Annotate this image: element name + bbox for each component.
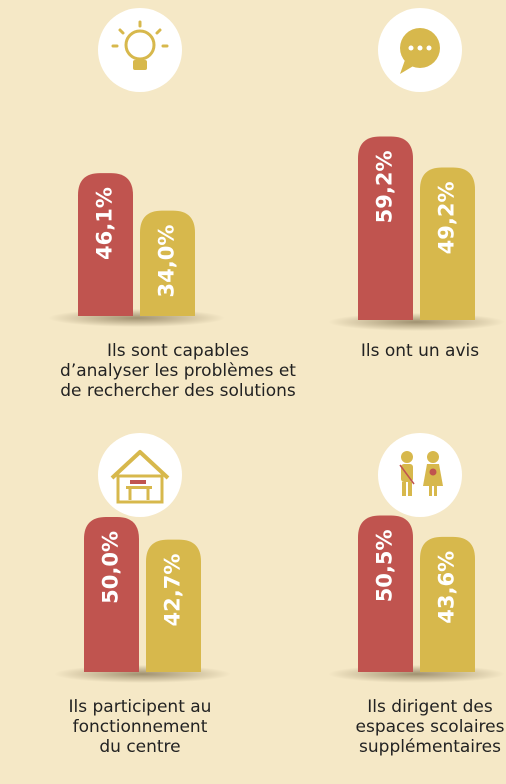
- bar-shadow: [328, 665, 505, 683]
- value-label: 50,0%: [99, 531, 123, 604]
- value-label: 34,0%: [155, 225, 179, 298]
- bar: [146, 539, 201, 672]
- caption: de rechercher des solutions: [60, 381, 296, 401]
- caption: fonctionnement: [73, 717, 208, 737]
- caption: Ils sont capables: [107, 341, 249, 361]
- value-label: 50,5%: [373, 529, 397, 602]
- icon-bulb: [98, 8, 182, 92]
- caption: Ils participent au: [69, 697, 212, 717]
- bar: [84, 517, 139, 672]
- value-label: 59,2%: [373, 150, 397, 223]
- caption: du centre: [99, 737, 180, 757]
- bar: [140, 210, 195, 316]
- bar: [78, 173, 133, 316]
- icon-speech: [378, 8, 462, 92]
- value-label: 46,1%: [93, 187, 117, 260]
- bar-shadow: [328, 313, 505, 331]
- caption: d’analyser les problèmes et: [60, 361, 296, 381]
- caption: Ils ont un avis: [361, 341, 479, 361]
- caption: supplémentaires: [359, 737, 501, 757]
- bar-shadow: [48, 309, 225, 327]
- value-label: 42,7%: [161, 554, 185, 627]
- bar: [358, 515, 413, 672]
- caption: espaces scolaires: [356, 717, 505, 737]
- bar: [420, 167, 475, 320]
- value-label: 49,2%: [435, 181, 459, 254]
- bar: [420, 536, 475, 672]
- icon-school: [98, 433, 182, 517]
- bar-shadow: [54, 665, 231, 683]
- icon-children: [378, 433, 462, 517]
- value-label: 43,6%: [435, 551, 459, 624]
- caption: Ils dirigent des: [367, 697, 493, 717]
- bar: [358, 136, 413, 320]
